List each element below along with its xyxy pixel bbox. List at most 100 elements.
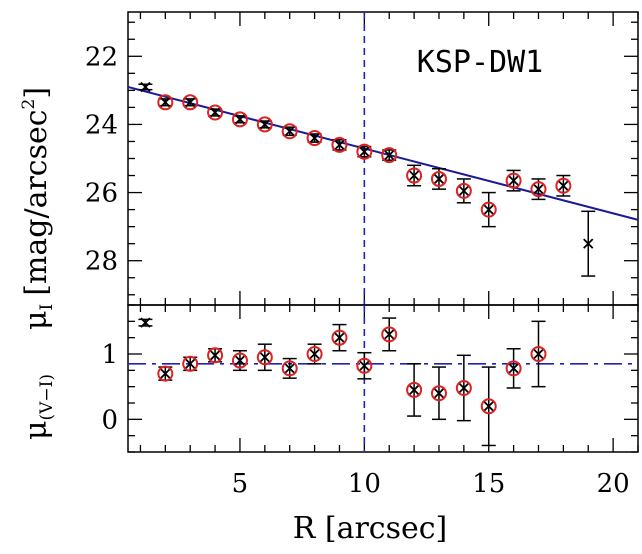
top-y-tick-label: 26 [85, 179, 118, 209]
top-cross-marker [259, 119, 270, 130]
bottom-circle-marker [406, 381, 423, 398]
top-data-point [555, 174, 572, 197]
top-circle-marker [430, 170, 447, 187]
top-data-point [331, 136, 348, 153]
bottom-cross-marker [483, 401, 494, 412]
top-circle-marker [555, 177, 572, 194]
bottom-data-point [207, 347, 224, 364]
bottom-cross-marker [284, 363, 295, 374]
top-y-axis-label-sub: I [37, 304, 57, 311]
bottom-cross-marker [533, 348, 544, 360]
top-y-tick-label: 24 [85, 110, 118, 140]
top-circle-marker [157, 94, 174, 111]
bottom-circle-marker [381, 326, 398, 343]
top-circle-marker [530, 181, 547, 198]
bottom-data-point [157, 365, 174, 382]
bottom-circle-marker [281, 360, 298, 377]
bottom-circle-marker [430, 385, 447, 402]
bottom-frame [127, 304, 639, 453]
top-data-point [157, 94, 174, 111]
bottom-circle-marker [356, 357, 373, 374]
top-circle-marker [406, 167, 423, 184]
bottom-y-axis-label-sub: (V−I) [37, 374, 57, 421]
top-circle-marker [505, 172, 522, 189]
bottom-panel-color-profile: 015 10 15 20 [101, 304, 639, 499]
top-cross-marker [160, 97, 171, 108]
bottom-data-point [306, 343, 323, 365]
bottom-cross-marker [433, 388, 445, 399]
top-data-point [182, 94, 199, 111]
top-circle-marker [356, 143, 373, 160]
bottom-cross-marker [160, 368, 171, 379]
bottom-cross-marker [209, 350, 221, 361]
bottom-y-tick-label: 0 [101, 405, 118, 435]
bottom-circle-marker [207, 347, 224, 364]
bottom-y-axis-label-mu: μ [19, 421, 54, 441]
top-circle-marker [381, 147, 398, 164]
bottom-data-point [138, 317, 153, 328]
top-cross-marker [284, 126, 295, 137]
top-cross-marker [334, 139, 345, 151]
bottom-circle-marker [256, 349, 273, 366]
bottom-circle-marker [157, 365, 174, 382]
top-data-point [138, 81, 153, 93]
top-data-point [530, 178, 547, 201]
bottom-data-point [381, 317, 398, 352]
bottom-data-point [480, 366, 497, 447]
bottom-data-point [281, 357, 298, 379]
top-circle-marker [207, 104, 224, 121]
top-data-point [306, 130, 323, 147]
top-cross-marker [234, 114, 246, 125]
top-y-tick-label: 22 [85, 42, 118, 72]
bottom-circle-marker [480, 398, 497, 415]
bottom-data-point [406, 363, 423, 417]
top-cross-marker [508, 175, 519, 186]
top-y-axis-label-units: [mag/arcsec [19, 109, 54, 295]
top-data-point [356, 143, 373, 160]
bottom-cross-marker [359, 360, 370, 371]
top-cross-marker [185, 97, 196, 108]
top-y-axis-label: μI [mag/arcsec2] [19, 87, 57, 330]
x-tick-label: 5 [232, 469, 249, 499]
top-data-point [406, 164, 423, 187]
bottom-circle-marker [331, 329, 348, 346]
bottom-cross-marker [334, 332, 345, 343]
bottom-cross-marker [185, 358, 196, 369]
top-y-tick-label: 28 [85, 247, 118, 277]
top-cross-marker [433, 173, 445, 185]
top-data-point [207, 104, 224, 121]
bottom-circle-marker [182, 355, 199, 372]
bottom-cross-marker [140, 317, 151, 328]
bottom-y-tick-label: 1 [101, 340, 118, 370]
x-axis-label: R [arcsec] [293, 511, 448, 546]
top-cross-marker [583, 238, 594, 249]
top-circle-marker [306, 130, 323, 147]
top-circle-marker [281, 123, 298, 140]
top-cross-marker [458, 185, 469, 197]
x-tick-label: 20 [597, 469, 630, 499]
top-data-point [455, 178, 472, 204]
bottom-data-point [530, 320, 547, 388]
top-panel-surface-brightness: 22 24 26 28 [85, 11, 639, 306]
top-data-point [581, 210, 596, 277]
top-cross-marker [384, 149, 395, 161]
bottom-circle-marker [306, 346, 323, 362]
bottom-data-point [455, 354, 472, 422]
bottom-data-point [356, 351, 373, 380]
x-tick-label: 10 [348, 469, 381, 499]
bottom-data-point [430, 366, 447, 421]
bottom-data-point [331, 323, 348, 352]
top-data-point [281, 123, 298, 140]
top-y-axis-label-end: ] [19, 87, 54, 99]
bottom-cross-marker [234, 355, 246, 366]
bottom-data-point [256, 343, 273, 372]
top-y-axis-label-sup: 2 [19, 99, 39, 110]
top-cross-marker [558, 180, 569, 191]
top-cross-marker [359, 146, 370, 157]
top-cross-marker [483, 204, 494, 215]
bottom-cross-marker [384, 329, 395, 340]
bottom-circle-marker [231, 352, 248, 369]
top-circle-marker [231, 111, 248, 128]
top-circle-marker [331, 136, 348, 153]
